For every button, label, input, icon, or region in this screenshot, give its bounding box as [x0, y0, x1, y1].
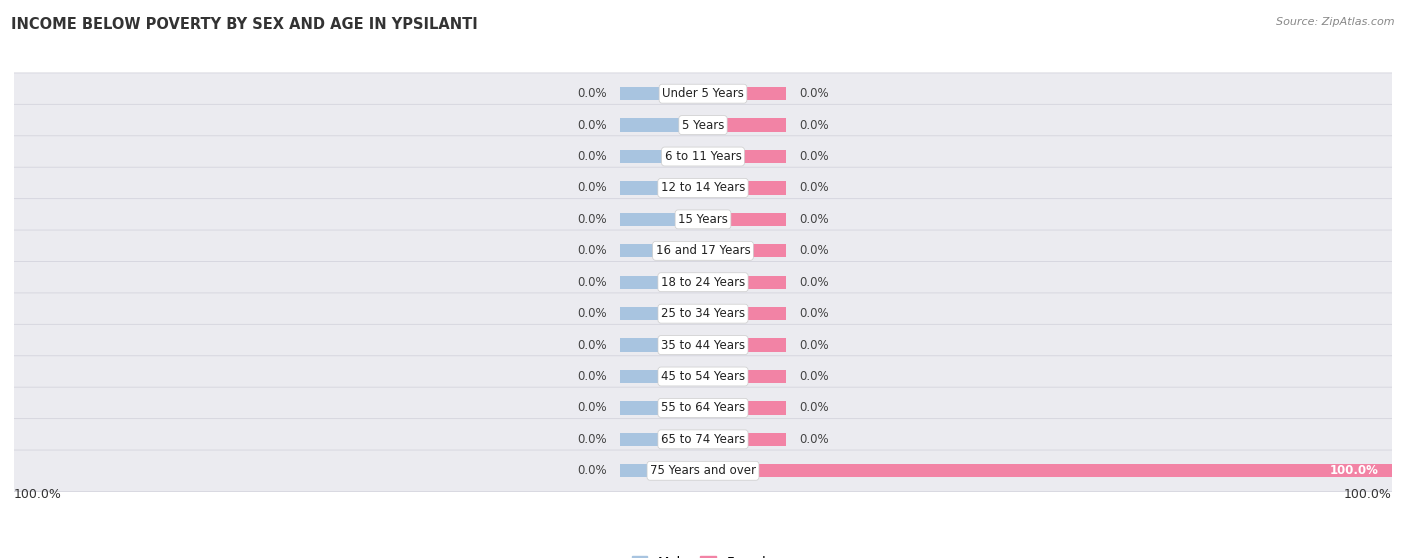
FancyBboxPatch shape: [13, 387, 1393, 429]
Text: 0.0%: 0.0%: [576, 433, 606, 446]
Bar: [703, 433, 786, 446]
Text: 0.0%: 0.0%: [800, 276, 830, 288]
Text: 25 to 34 Years: 25 to 34 Years: [661, 307, 745, 320]
Text: 5 Years: 5 Years: [682, 119, 724, 132]
Text: 75 Years and over: 75 Years and over: [650, 464, 756, 477]
Bar: [620, 401, 703, 415]
Bar: [703, 87, 786, 100]
Text: 65 to 74 Years: 65 to 74 Years: [661, 433, 745, 446]
Text: INCOME BELOW POVERTY BY SEX AND AGE IN YPSILANTI: INCOME BELOW POVERTY BY SEX AND AGE IN Y…: [11, 17, 478, 32]
FancyBboxPatch shape: [13, 324, 1393, 366]
Bar: [703, 213, 786, 226]
Text: 55 to 64 Years: 55 to 64 Years: [661, 401, 745, 415]
Text: Under 5 Years: Under 5 Years: [662, 87, 744, 100]
Bar: [620, 464, 703, 478]
Bar: [620, 433, 703, 446]
FancyBboxPatch shape: [13, 418, 1393, 460]
FancyBboxPatch shape: [13, 262, 1393, 303]
FancyBboxPatch shape: [13, 136, 1393, 177]
FancyBboxPatch shape: [13, 199, 1393, 240]
Bar: [620, 150, 703, 163]
Bar: [703, 244, 786, 257]
Text: 0.0%: 0.0%: [800, 213, 830, 226]
Bar: [620, 87, 703, 100]
Text: 100.0%: 100.0%: [1329, 464, 1378, 477]
FancyBboxPatch shape: [13, 104, 1393, 146]
Legend: Male, Female: Male, Female: [626, 550, 780, 558]
FancyBboxPatch shape: [13, 356, 1393, 397]
Text: 15 Years: 15 Years: [678, 213, 728, 226]
Text: 0.0%: 0.0%: [800, 401, 830, 415]
Text: 100.0%: 100.0%: [1344, 488, 1392, 501]
Bar: [620, 181, 703, 195]
Text: 0.0%: 0.0%: [576, 464, 606, 477]
Text: 18 to 24 Years: 18 to 24 Years: [661, 276, 745, 288]
Bar: [703, 401, 786, 415]
Bar: [703, 339, 786, 352]
Bar: [703, 181, 786, 195]
Bar: [620, 276, 703, 289]
Bar: [620, 244, 703, 257]
Text: 0.0%: 0.0%: [800, 433, 830, 446]
Text: 0.0%: 0.0%: [576, 370, 606, 383]
Bar: [620, 370, 703, 383]
Text: 12 to 14 Years: 12 to 14 Years: [661, 181, 745, 194]
Bar: [703, 370, 786, 383]
Text: 0.0%: 0.0%: [576, 119, 606, 132]
Bar: [620, 307, 703, 320]
Text: 100.0%: 100.0%: [14, 488, 62, 501]
Text: 0.0%: 0.0%: [800, 87, 830, 100]
Text: 0.0%: 0.0%: [800, 119, 830, 132]
Text: 0.0%: 0.0%: [800, 307, 830, 320]
Bar: [620, 213, 703, 226]
Text: 0.0%: 0.0%: [576, 276, 606, 288]
FancyBboxPatch shape: [13, 167, 1393, 209]
Text: 0.0%: 0.0%: [576, 181, 606, 194]
Text: 45 to 54 Years: 45 to 54 Years: [661, 370, 745, 383]
FancyBboxPatch shape: [13, 73, 1393, 114]
Text: 35 to 44 Years: 35 to 44 Years: [661, 339, 745, 352]
Text: 0.0%: 0.0%: [576, 213, 606, 226]
Bar: [703, 150, 786, 163]
Text: 16 and 17 Years: 16 and 17 Years: [655, 244, 751, 257]
FancyBboxPatch shape: [13, 450, 1393, 492]
Bar: [703, 307, 786, 320]
FancyBboxPatch shape: [13, 293, 1393, 334]
FancyBboxPatch shape: [13, 230, 1393, 272]
Bar: [703, 276, 786, 289]
Text: 0.0%: 0.0%: [576, 307, 606, 320]
Text: 6 to 11 Years: 6 to 11 Years: [665, 150, 741, 163]
Bar: [620, 339, 703, 352]
Text: 0.0%: 0.0%: [800, 150, 830, 163]
Text: 0.0%: 0.0%: [576, 339, 606, 352]
Text: Source: ZipAtlas.com: Source: ZipAtlas.com: [1277, 17, 1395, 27]
Text: 0.0%: 0.0%: [576, 401, 606, 415]
Text: 0.0%: 0.0%: [800, 244, 830, 257]
Bar: [703, 464, 1392, 478]
Bar: [703, 118, 786, 132]
Text: 0.0%: 0.0%: [576, 87, 606, 100]
Text: 0.0%: 0.0%: [800, 181, 830, 194]
Text: 0.0%: 0.0%: [800, 370, 830, 383]
Text: 0.0%: 0.0%: [576, 244, 606, 257]
Text: 0.0%: 0.0%: [800, 339, 830, 352]
Text: 0.0%: 0.0%: [576, 150, 606, 163]
Bar: [620, 118, 703, 132]
